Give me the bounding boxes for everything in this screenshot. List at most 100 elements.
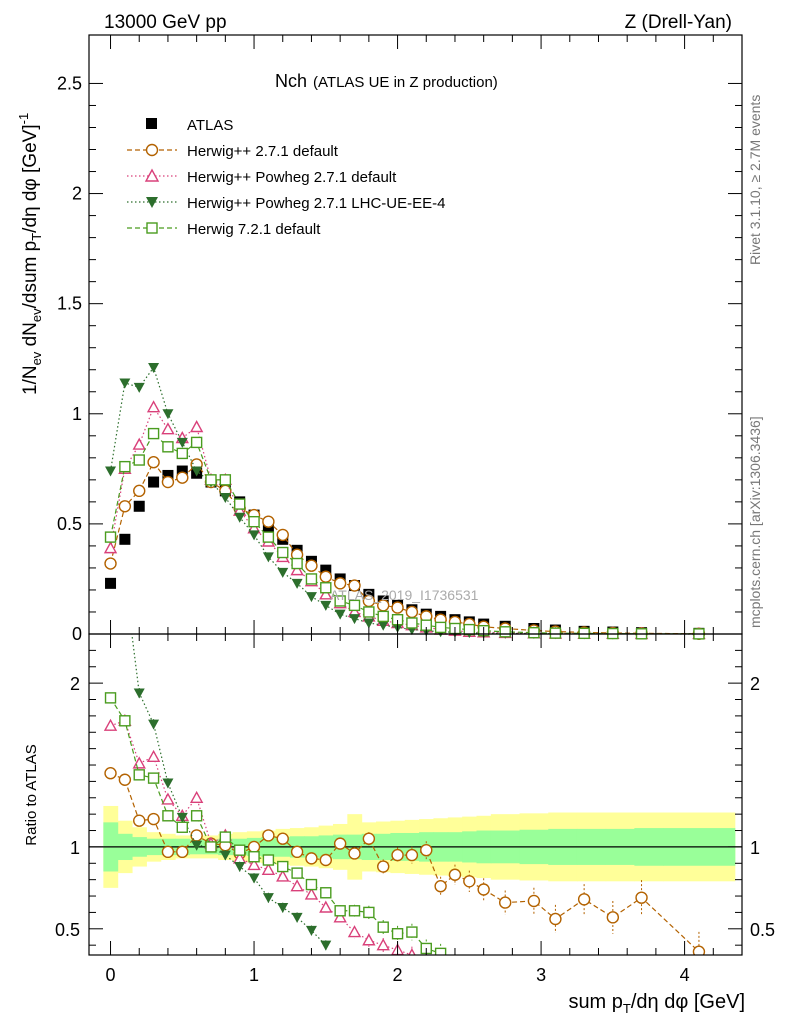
chart-title-main: Nch — [275, 71, 307, 91]
legend-marker-herwig7 — [146, 222, 158, 234]
main-panel: 0 0.5 1 1.5 2 2.5 ATLAS_2019_I1736531 Nch (ATL… — [16, 34, 743, 644]
ratio-y-ticks: 0.5 0.5 1 1 2 2 — [55, 649, 775, 946]
ratio-point-herwig-2-7-1-default — [319, 853, 333, 867]
main-point-atlas — [133, 500, 145, 512]
legend-label-herwig7: Herwig 7.2.1 default — [187, 221, 321, 238]
ratio-point-herwig-7-2-1-default — [119, 715, 131, 727]
main-y-tick-label: 2 — [72, 184, 82, 204]
ratio-point-herwig-powheg-2-7-1-default — [319, 900, 333, 913]
ratio-point-herwig-powheg-2-7-1-lhc-ue-ee-4 — [105, 482, 116, 492]
main-point-herwig-7-2-1-default — [463, 623, 476, 636]
ratio-point-herwig-2-7-1-default — [377, 860, 390, 873]
main-point-herwig-2-7-1-default — [147, 456, 160, 469]
main-point-herwig-powheg-2-7-1-default — [290, 563, 304, 576]
ratio-marks — [103, 482, 706, 955]
ratio-point-herwig-2-7-1-default — [348, 847, 361, 860]
ratio-point-herwig-7-2-1-default — [391, 928, 404, 940]
main-point-herwig-7-2-1-default — [305, 573, 318, 585]
main-point-herwig-2-7-1-default — [333, 577, 347, 590]
main-line-herwig-7-2-1-default — [109, 432, 699, 635]
x-tick-label: 3 — [536, 965, 546, 985]
main-point-herwig-powheg-2-7-1-lhc-ue-ee-4 — [248, 530, 260, 541]
main-point-herwig-powheg-2-7-1-default — [103, 541, 118, 554]
ratio-point-herwig-7-2-1-default — [233, 844, 246, 856]
legend-label-powheg-ue: Herwig++ Powheg 2.7.1 LHC-UE-EE-4 — [187, 195, 445, 212]
main-y-tick-label: 1.5 — [57, 294, 82, 314]
main-point-herwig-7-2-1-default — [549, 627, 562, 639]
ratio-point-herwig-2-7-1-default — [405, 848, 419, 862]
ratio-point-herwig-powheg-2-7-1-lhc-ue-ee-4 — [248, 873, 260, 884]
main-point-herwig-2-7-1-default — [104, 557, 117, 570]
ratio-point-herwig-powheg-2-7-1-default — [261, 862, 276, 876]
main-point-atlas — [176, 465, 188, 477]
main-point-herwig-powheg-2-7-1-lhc-ue-ee-4 — [277, 567, 289, 578]
ratio-point-herwig-powheg-2-7-1-lhc-ue-ee-4 — [320, 940, 332, 951]
ratio-point-herwig-7-2-1-default — [262, 854, 275, 866]
main-point-atlas — [148, 476, 160, 488]
main-point-herwig-7-2-1-default — [205, 474, 217, 486]
legend: ATLAS Herwig++ 2.7.1 default Herwig++ Po… — [127, 117, 445, 238]
main-point-herwig-7-2-1-default — [320, 582, 332, 594]
ratio-frame — [88, 633, 743, 956]
main-y-tick-label: 0 — [72, 624, 82, 644]
ratio-point-herwig-powheg-2-7-1-default — [146, 749, 161, 763]
ratio-point-herwig-2-7-1-default — [104, 767, 117, 780]
ratio-y-tick-label-right: 2 — [750, 674, 760, 694]
ratio-point-herwig-powheg-2-7-1-lhc-ue-ee-4 — [162, 778, 174, 789]
ratio-point-herwig-powheg-2-7-1-lhc-ue-ee-4 — [148, 719, 160, 730]
ratio-point-herwig-powheg-2-7-1-lhc-ue-ee-4 — [133, 688, 145, 699]
ratio-point-herwig-7-2-1-default — [176, 821, 188, 833]
ratio-point-herwig-7-2-1-default — [277, 860, 289, 873]
main-point-herwig-7-2-1-default — [434, 621, 447, 634]
main-point-atlas — [119, 533, 131, 545]
main-point-herwig-powheg-2-7-1-lhc-ue-ee-4 — [334, 609, 346, 620]
main-y-ticks: 0 0.5 1 1.5 2 2.5 — [57, 35, 742, 644]
ratio-point-herwig-7-2-1-default — [190, 810, 203, 822]
ratio-point-herwig-7-2-1-default — [406, 926, 418, 938]
main-point-herwig-powheg-2-7-1-default — [319, 587, 333, 600]
x-axis-label: sum pT/dη dφ [GeV] — [568, 991, 745, 1016]
ratio-point-herwig-2-7-1-default — [161, 845, 175, 859]
main-point-atlas — [363, 588, 375, 600]
ratio-point-herwig-2-7-1-default — [133, 814, 146, 827]
main-point-atlas — [105, 577, 117, 589]
main-point-herwig-powheg-2-7-1-default — [189, 420, 204, 433]
main-point-atlas — [162, 469, 174, 481]
main-point-herwig-powheg-2-7-1-lhc-ue-ee-4 — [176, 437, 188, 448]
main-point-herwig-2-7-1-default — [276, 528, 289, 542]
main-point-herwig-7-2-1-default — [499, 626, 511, 638]
ratio-point-herwig-powheg-2-7-1-default — [276, 869, 290, 882]
main-line-herwig-powheg-2-7-1-default — [109, 405, 699, 635]
main-point-herwig-7-2-1-default — [528, 626, 540, 639]
rivet-label: Rivet 3.1.10, ≥ 2.7M events — [747, 95, 763, 265]
chart-title: Nch (ATLAS UE in Z production) — [275, 71, 498, 91]
ratio-point-herwig-2-7-1-default — [362, 832, 376, 845]
legend-label-powheg: Herwig++ Powheg 2.7.1 default — [187, 169, 397, 186]
ratio-point-herwig-2-7-1-default — [692, 945, 706, 955]
ratio-point-herwig-powheg-2-7-1-lhc-ue-ee-4 — [219, 850, 231, 861]
ratio-point-herwig-powheg-2-7-1-lhc-ue-ee-4 — [262, 893, 274, 904]
ratio-panel: 0.5 0.5 1 1 2 2 0 1 2 3 4 Ratio to ATLAS sum pT/d… — [23, 482, 775, 1016]
main-point-herwig-powheg-2-7-1-lhc-ue-ee-4 — [219, 492, 231, 503]
watermark: ATLAS_2019_I1736531 — [330, 587, 479, 603]
ratio-point-herwig-powheg-2-7-1-default — [103, 718, 118, 731]
main-point-herwig-7-2-1-default — [176, 447, 188, 460]
main-point-herwig-powheg-2-7-1-default — [146, 400, 161, 413]
ratio-point-herwig-7-2-1-default — [305, 878, 318, 891]
ratio-point-herwig-2-7-1-default — [606, 911, 620, 924]
ratio-point-herwig-powheg-2-7-1-default — [426, 954, 427, 955]
main-point-herwig-2-7-1-default — [405, 605, 419, 619]
main-point-herwig-powheg-2-7-1-lhc-ue-ee-4 — [119, 378, 131, 389]
ratio-point-herwig-2-7-1-default — [463, 875, 476, 888]
ratio-point-herwig-powheg-2-7-1-default — [333, 910, 347, 923]
ratio-point-herwig-7-2-1-default — [377, 921, 389, 933]
ratio-point-herwig-powheg-2-7-1-lhc-ue-ee-4 — [191, 840, 203, 851]
main-point-herwig-7-2-1-default — [363, 606, 375, 618]
main-point-herwig-powheg-2-7-1-lhc-ue-ee-4 — [262, 552, 274, 563]
legend-marker-powheg — [144, 168, 160, 182]
ratio-point-herwig-2-7-1-default — [577, 893, 591, 906]
ratio-point-herwig-2-7-1-default — [262, 829, 275, 842]
legend-marker-atlas — [146, 118, 157, 129]
main-point-herwig-2-7-1-default — [319, 570, 333, 583]
